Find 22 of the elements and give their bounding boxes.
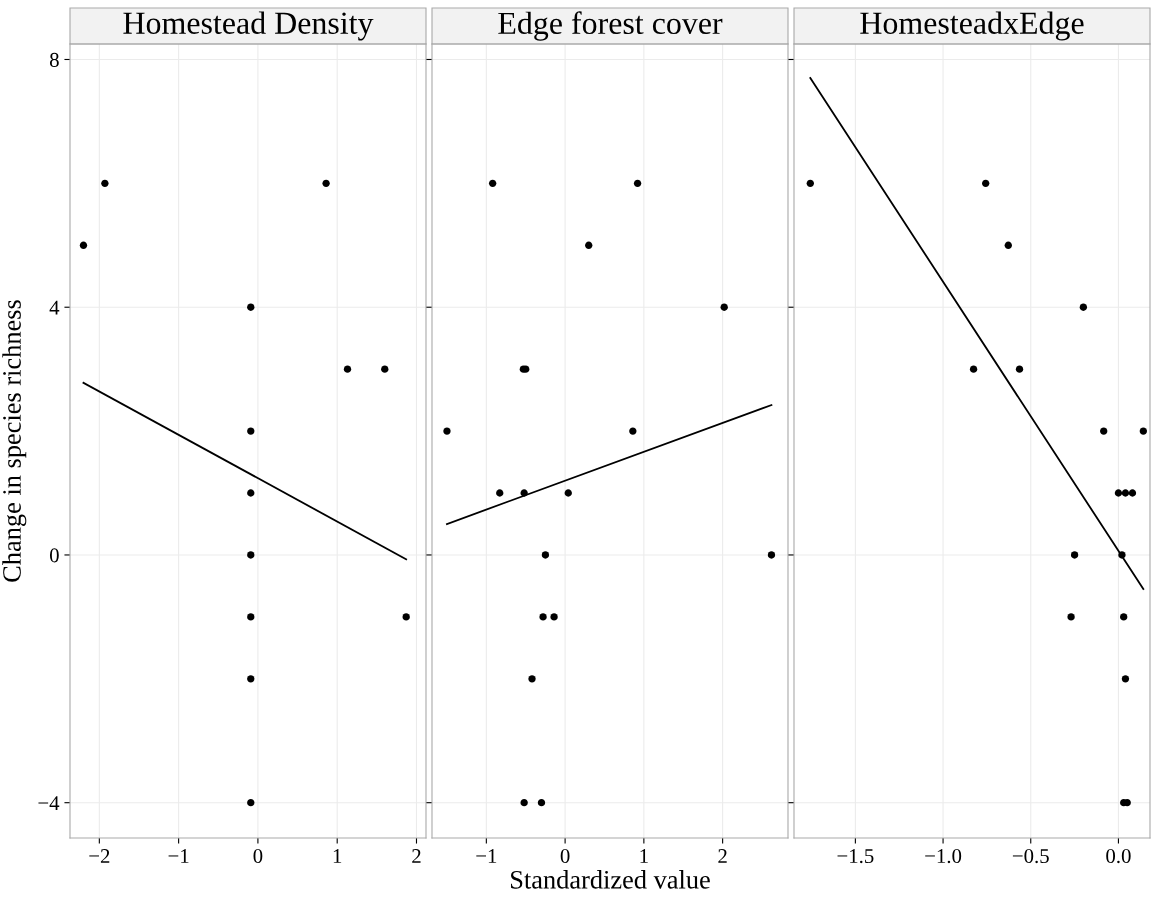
chart-title: HomesteadxEdge [860, 11, 1084, 41]
x-tick-label: −1 [476, 849, 497, 863]
x-tick-label: 1 [640, 849, 648, 863]
x-tick-label: −1.0 [925, 849, 962, 864]
y-tick-label: −4 [38, 796, 60, 810]
chart-title: Homestead Density [123, 11, 374, 41]
y-tick-label: 0 [49, 548, 59, 563]
x-tick-label: −1.5 [837, 849, 874, 864]
chart-title: Edge forest cover [498, 11, 723, 41]
x-tick-label: 0.0 [1106, 849, 1131, 864]
y-axis-title: Change in species richness [2, 300, 27, 582]
x-tick-label: 0 [560, 849, 570, 864]
x-tick-label: −2 [89, 849, 110, 863]
y-tick-label: 8 [49, 52, 59, 67]
y-tick-label: 4 [49, 300, 60, 315]
x-tick-label: −0.5 [1012, 849, 1049, 864]
x-tick-label: 1 [333, 849, 342, 863]
x-tick-label: 2 [412, 849, 421, 863]
x-tick-label: −1 [168, 849, 189, 863]
x-tick-label: 0 [253, 849, 263, 864]
x-tick-label: 2 [718, 849, 727, 863]
x-axis-title: Standardized value [511, 870, 710, 889]
